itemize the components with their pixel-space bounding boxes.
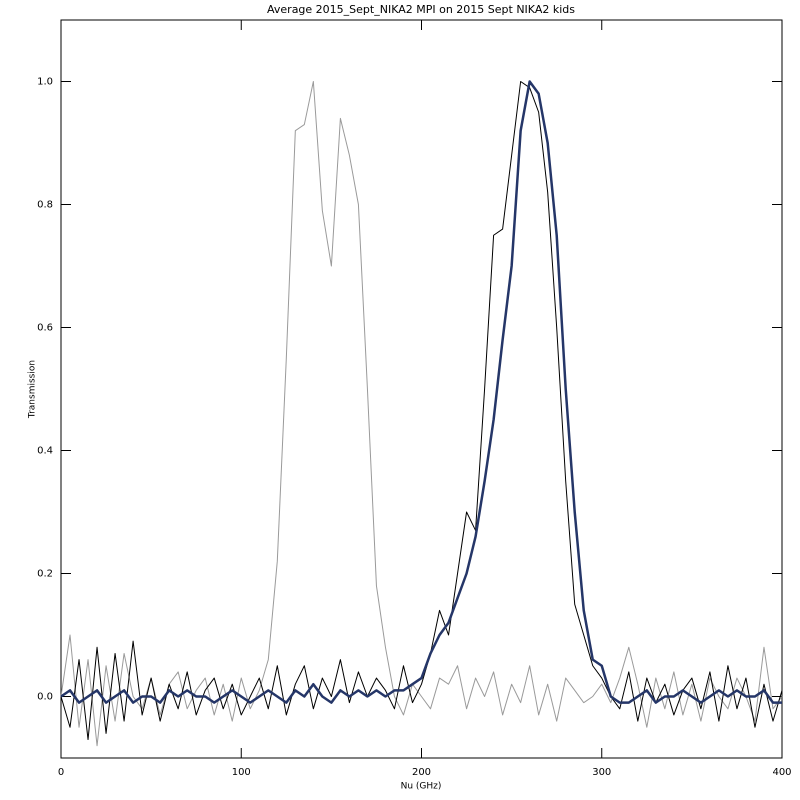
x-tick-label: 100 [232, 767, 251, 778]
y-tick-label: 1.0 [37, 77, 53, 88]
y-tick-label: 0.0 [37, 692, 53, 703]
data-line [60, 81, 783, 747]
plot-frame [60, 19, 783, 759]
chart-title: Average 2015_Sept_NIKA2 MPI on 2015 Sept… [267, 3, 575, 16]
data-line [60, 81, 783, 741]
y-axis-label: Transmission [28, 360, 38, 419]
y-tick-label: 0.4 [37, 446, 53, 457]
y-tick-label: 0.2 [37, 569, 53, 580]
x-tick-label: 0 [58, 767, 64, 778]
data-line [60, 80, 782, 704]
x-tick-label: 300 [592, 767, 611, 778]
x-tick-label: 400 [772, 767, 791, 778]
y-tick-label: 0.8 [37, 200, 53, 211]
x-axis-label: Nu (GHz) [401, 782, 442, 792]
x-tick-label: 200 [412, 767, 431, 778]
y-tick-label: 0.6 [37, 323, 53, 334]
